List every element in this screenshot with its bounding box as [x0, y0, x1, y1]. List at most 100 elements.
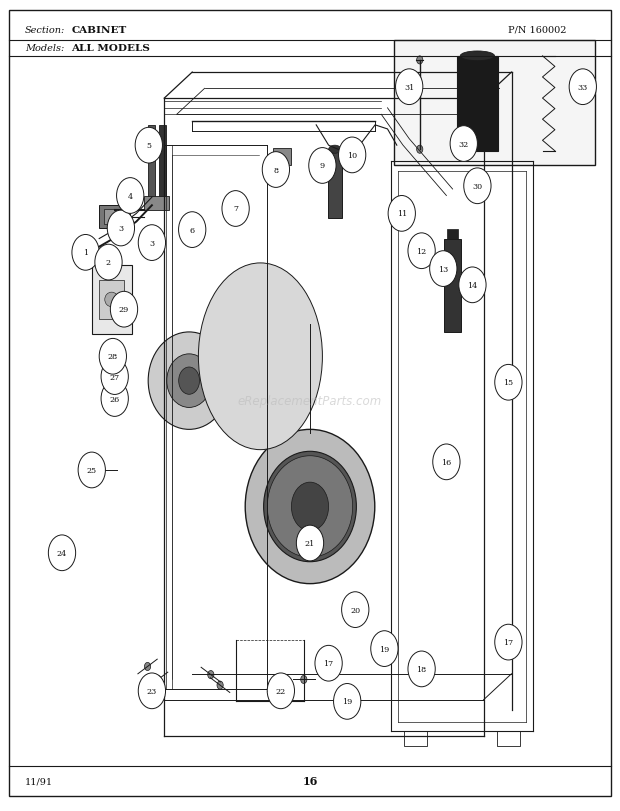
Text: Models:: Models: — [25, 44, 64, 54]
Text: 21: 21 — [305, 539, 315, 547]
Text: 16: 16 — [441, 458, 451, 466]
Text: 30: 30 — [472, 182, 482, 191]
Ellipse shape — [198, 264, 322, 450]
Text: 1: 1 — [83, 249, 88, 257]
Circle shape — [48, 535, 76, 571]
Bar — [404, 732, 427, 746]
Ellipse shape — [245, 430, 374, 584]
Circle shape — [144, 663, 151, 671]
Ellipse shape — [148, 333, 230, 430]
Circle shape — [339, 138, 366, 174]
Bar — [99, 206, 130, 229]
Text: 19: 19 — [342, 697, 352, 706]
Circle shape — [388, 196, 415, 232]
Circle shape — [315, 646, 342, 681]
Text: 8: 8 — [273, 166, 278, 174]
Circle shape — [179, 212, 206, 248]
Circle shape — [117, 178, 144, 214]
Text: 18: 18 — [417, 665, 427, 673]
Circle shape — [417, 57, 423, 65]
Circle shape — [217, 681, 223, 689]
Circle shape — [371, 631, 398, 667]
Circle shape — [135, 128, 162, 164]
Text: 11: 11 — [397, 210, 407, 218]
Ellipse shape — [460, 52, 495, 62]
Text: 10: 10 — [347, 152, 357, 160]
Circle shape — [101, 381, 128, 417]
Text: 3: 3 — [118, 225, 123, 233]
Circle shape — [95, 245, 122, 281]
Circle shape — [408, 651, 435, 687]
Text: eReplacementParts.com: eReplacementParts.com — [238, 395, 382, 408]
Circle shape — [279, 697, 285, 706]
Circle shape — [72, 235, 99, 271]
Text: 28: 28 — [108, 353, 118, 361]
Text: 33: 33 — [578, 84, 588, 92]
Bar — [328, 150, 342, 219]
Text: 25: 25 — [87, 466, 97, 474]
Ellipse shape — [264, 452, 356, 562]
Circle shape — [101, 359, 128, 395]
Circle shape — [262, 152, 290, 188]
Text: 29: 29 — [119, 306, 129, 314]
Circle shape — [417, 146, 423, 154]
Text: 6: 6 — [190, 226, 195, 234]
Circle shape — [138, 673, 166, 709]
Text: 17: 17 — [324, 659, 334, 667]
Bar — [448, 230, 458, 239]
Circle shape — [275, 687, 281, 695]
Text: 31: 31 — [404, 84, 414, 92]
Bar — [394, 41, 595, 166]
Bar — [104, 210, 126, 225]
Bar — [444, 239, 461, 333]
Circle shape — [78, 453, 105, 488]
Circle shape — [99, 339, 126, 375]
Circle shape — [296, 526, 324, 561]
Text: 5: 5 — [146, 142, 151, 150]
Circle shape — [155, 676, 161, 684]
Bar — [148, 126, 155, 203]
Text: 19: 19 — [379, 645, 389, 653]
Bar — [144, 196, 169, 211]
Text: 27: 27 — [110, 373, 120, 381]
Circle shape — [301, 676, 307, 684]
Circle shape — [267, 673, 294, 709]
Circle shape — [495, 624, 522, 660]
Circle shape — [110, 292, 138, 328]
Text: 15: 15 — [503, 379, 513, 387]
Ellipse shape — [105, 293, 118, 307]
Circle shape — [97, 261, 105, 271]
Circle shape — [495, 365, 522, 401]
Circle shape — [342, 592, 369, 628]
Bar — [99, 281, 124, 320]
Text: 22: 22 — [276, 687, 286, 695]
Circle shape — [91, 251, 98, 260]
Circle shape — [107, 211, 135, 247]
Circle shape — [464, 169, 491, 204]
Circle shape — [396, 70, 423, 105]
Circle shape — [430, 251, 457, 287]
Circle shape — [179, 367, 200, 395]
Bar — [497, 732, 520, 746]
Text: ALL MODELS: ALL MODELS — [71, 44, 150, 54]
Circle shape — [569, 70, 596, 105]
Circle shape — [433, 444, 460, 480]
Circle shape — [309, 148, 336, 184]
Bar — [273, 148, 291, 166]
Text: 3: 3 — [149, 239, 154, 247]
Text: 4: 4 — [128, 192, 133, 200]
Text: 17: 17 — [503, 638, 513, 646]
Text: P/N 160002: P/N 160002 — [508, 25, 567, 35]
Circle shape — [408, 234, 435, 269]
Text: 13: 13 — [438, 265, 448, 273]
Text: 16: 16 — [303, 775, 317, 787]
Bar — [159, 126, 166, 203]
Circle shape — [222, 191, 249, 227]
Text: 32: 32 — [459, 140, 469, 148]
Ellipse shape — [329, 146, 341, 154]
Text: 26: 26 — [110, 395, 120, 403]
Text: 9: 9 — [320, 162, 325, 170]
Text: 11/91: 11/91 — [25, 776, 53, 786]
Text: 2: 2 — [106, 259, 111, 267]
Bar — [92, 265, 132, 334]
